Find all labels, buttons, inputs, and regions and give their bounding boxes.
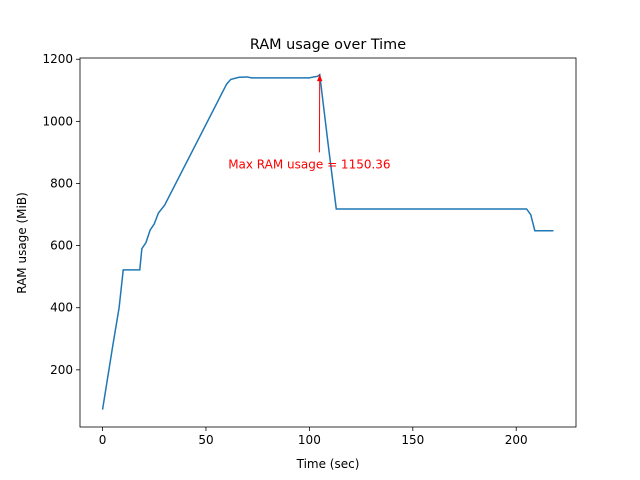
y-tick-label: 800 xyxy=(50,176,73,190)
y-tick-label: 1000 xyxy=(42,114,73,128)
y-axis-label: RAM usage (MiB) xyxy=(15,192,29,294)
y-tick-label: 1200 xyxy=(42,52,73,66)
x-tick-label: 150 xyxy=(401,433,424,447)
plot-frame xyxy=(79,57,577,428)
x-axis-label: Time (sec) xyxy=(296,457,360,471)
y-tick-label: 200 xyxy=(50,363,73,377)
chart-title: RAM usage over Time xyxy=(250,37,406,53)
data-line xyxy=(101,73,554,410)
y-tick-label: 600 xyxy=(50,239,73,253)
x-tick-label: 0 xyxy=(99,433,107,447)
annotation-text: Max RAM usage = 1150.36 xyxy=(228,157,390,171)
x-tick-label: 100 xyxy=(298,433,321,447)
x-tick-label: 200 xyxy=(505,433,528,447)
x-tick-label: 50 xyxy=(198,433,213,447)
annotation-arrowhead xyxy=(316,74,323,82)
y-tick-label: 400 xyxy=(50,301,73,315)
